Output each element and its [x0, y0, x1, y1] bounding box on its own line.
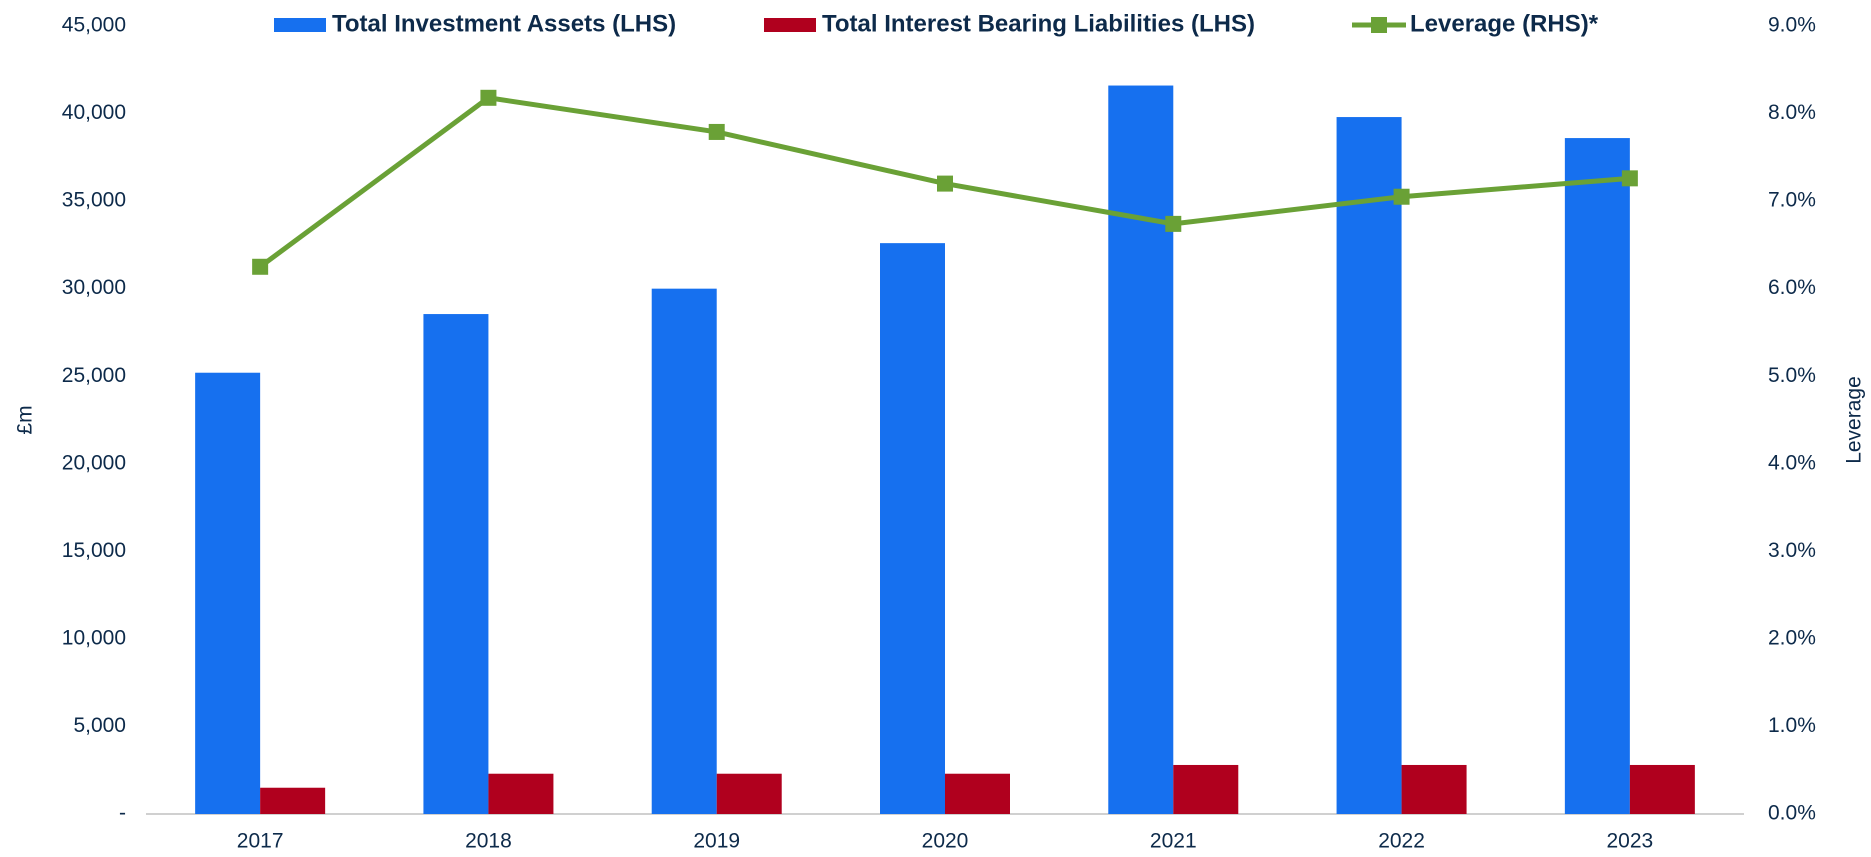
legend-label: Leverage (RHS)* [1410, 10, 1599, 37]
bar [1564, 138, 1630, 814]
x-tick-label: 2018 [465, 830, 512, 852]
bar [716, 773, 782, 814]
y2-tick-label: 2.0% [1768, 626, 1816, 649]
legend-swatch [274, 18, 326, 32]
marker [1621, 170, 1638, 187]
marker [252, 258, 269, 275]
y-tick-label: 5,000 [73, 714, 126, 737]
y-tick-label: 30,000 [62, 276, 126, 299]
marker [937, 175, 953, 192]
legend-label: Total Interest Bearing Liabilities (LHS) [822, 10, 1255, 37]
x-tick-label: 2022 [1378, 830, 1425, 852]
y-tick-label: 35,000 [62, 189, 126, 212]
x-tick-label: 2017 [237, 830, 284, 852]
bar [423, 314, 489, 814]
legend-label: Total Investment Assets (LHS) [332, 10, 676, 37]
bar [1173, 764, 1239, 814]
marker [1165, 215, 1182, 232]
legend-swatch [764, 18, 816, 32]
y-tick-label: 45,000 [62, 14, 126, 37]
x-tick-label: 2019 [693, 830, 740, 852]
legend-swatch [1371, 17, 1387, 33]
bar [488, 773, 554, 814]
y2-tick-label: 1.0% [1768, 714, 1816, 737]
y-axis-label: £m [14, 405, 37, 434]
bar [880, 243, 945, 815]
y-tick-label: 40,000 [62, 101, 126, 124]
bar [195, 372, 261, 814]
y2-tick-label: 4.0% [1768, 451, 1816, 474]
y-tick-label: 25,000 [62, 364, 126, 387]
bar [1336, 117, 1402, 814]
y2-tick-label: 0.0% [1768, 802, 1816, 825]
x-tick-label: 2020 [922, 830, 969, 852]
y2-tick-label: 9.0% [1768, 14, 1816, 37]
y2-tick-label: 8.0% [1768, 101, 1816, 124]
bar [1629, 764, 1695, 814]
marker [708, 123, 725, 140]
bar [260, 787, 326, 814]
y-tick-label: 15,000 [62, 539, 126, 562]
y-tick-label: 10,000 [62, 626, 126, 649]
y2-axis-label: Leverage [1843, 376, 1866, 464]
bar [945, 773, 1010, 814]
x-tick-label: 2021 [1150, 830, 1197, 852]
marker [1393, 188, 1410, 205]
y2-tick-label: 3.0% [1768, 539, 1816, 562]
bar [1401, 764, 1467, 814]
bar [651, 288, 717, 815]
y-tick-label: - [119, 802, 126, 825]
y2-tick-label: 5.0% [1768, 364, 1816, 387]
y-tick-label: 20,000 [62, 451, 126, 474]
x-tick-label: 2023 [1606, 830, 1653, 852]
y2-tick-label: 7.0% [1768, 189, 1816, 212]
bar [1108, 85, 1174, 814]
marker [480, 89, 497, 106]
y2-tick-label: 6.0% [1768, 276, 1816, 299]
